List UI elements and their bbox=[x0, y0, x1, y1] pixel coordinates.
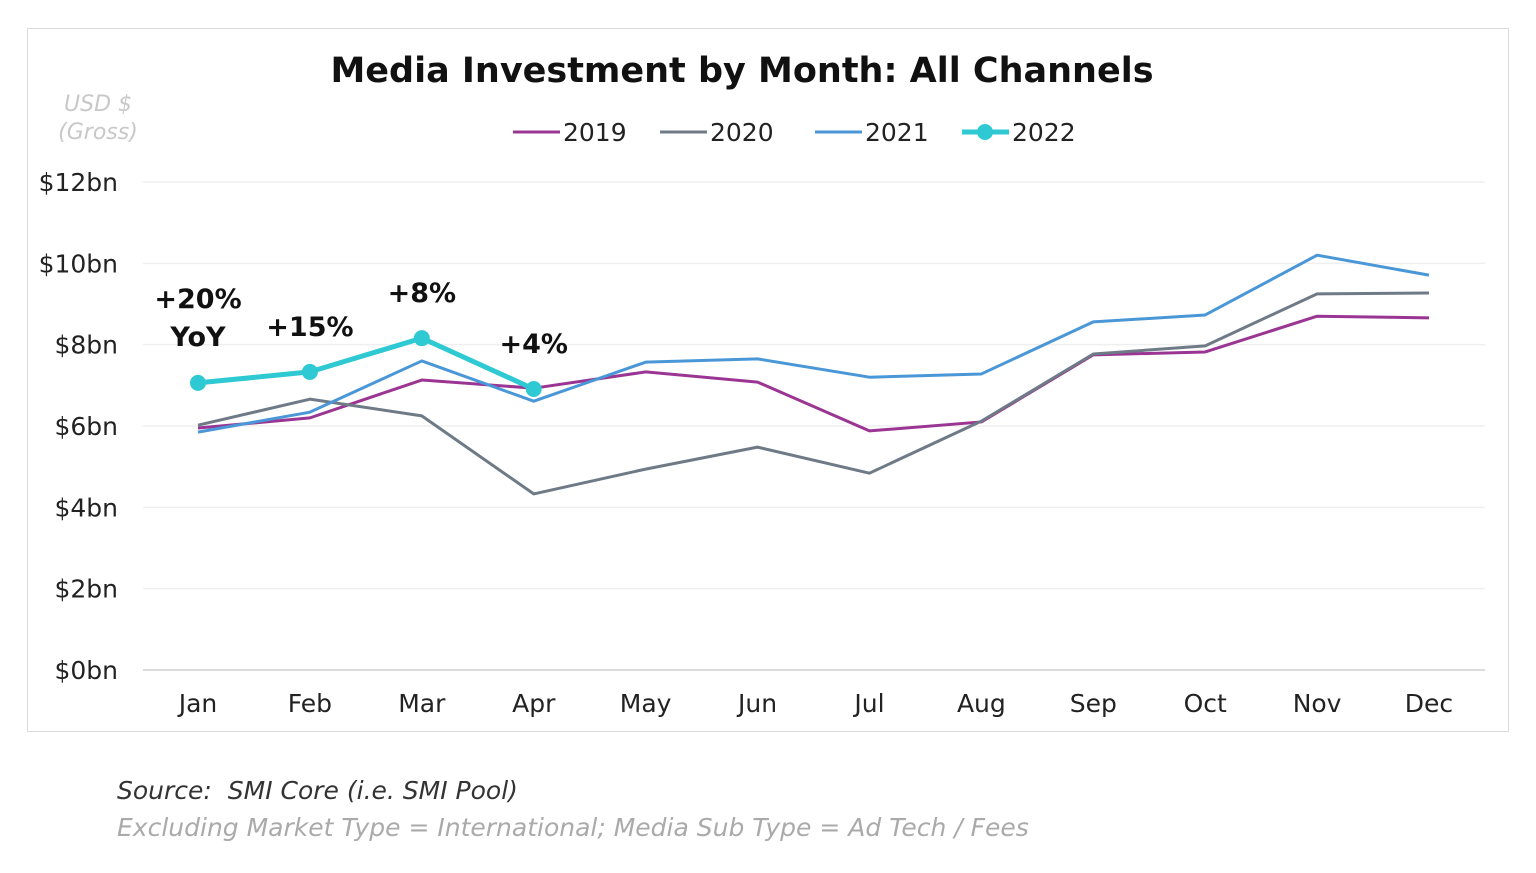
source-label: Source: bbox=[117, 776, 212, 805]
yoy-annotation: +15% bbox=[266, 312, 353, 343]
series-line-2019 bbox=[197, 314, 1430, 433]
data-point-2022-Jan bbox=[190, 374, 206, 391]
y-tick-label: $4bn bbox=[54, 493, 118, 522]
y-tick-label: $12bn bbox=[39, 168, 118, 197]
x-tick-label: Oct bbox=[1184, 689, 1227, 718]
legend-label-2020: 2020 bbox=[710, 118, 774, 147]
x-tick-label: Jul bbox=[852, 689, 884, 718]
x-tick-label: Dec bbox=[1405, 689, 1453, 718]
series-line-2021 bbox=[197, 253, 1430, 434]
y-axis-label: (Gross) bbox=[58, 120, 138, 145]
series-line-2020 bbox=[197, 291, 1430, 496]
x-tick-label: Jan bbox=[177, 689, 218, 718]
yoy-annotation: YoY bbox=[169, 322, 226, 353]
source-text: SMI Core (i.e. SMI Pool) bbox=[227, 776, 518, 805]
x-tick-label: Nov bbox=[1293, 689, 1342, 718]
x-tick-label: Sep bbox=[1070, 689, 1117, 718]
y-axis-label: USD $ bbox=[64, 92, 132, 117]
x-tick-label: Apr bbox=[512, 689, 556, 718]
series-line-2022 bbox=[197, 335, 535, 392]
y-tick-label: $0bn bbox=[54, 656, 118, 685]
x-tick-label: May bbox=[620, 689, 672, 718]
yoy-annotation: +20% bbox=[154, 284, 241, 315]
x-tick-label: Jun bbox=[736, 689, 777, 718]
legend-label-2021: 2021 bbox=[865, 118, 929, 147]
y-tick-label: $10bn bbox=[39, 249, 118, 278]
chart-title: Media Investment by Month: All Channels bbox=[330, 51, 1153, 91]
source-note: Excluding Market Type = International; M… bbox=[117, 813, 1029, 842]
yoy-annotation: +4% bbox=[499, 329, 567, 360]
legend-label-2019: 2019 bbox=[563, 118, 627, 147]
x-tick-label: Aug bbox=[957, 689, 1006, 718]
y-tick-label: $6bn bbox=[54, 412, 118, 441]
legend-label-2022: 2022 bbox=[1012, 118, 1076, 147]
x-tick-label: Feb bbox=[288, 689, 332, 718]
yoy-annotation: +8% bbox=[388, 278, 456, 309]
data-point-2022-Mar bbox=[413, 330, 430, 347]
source-line: Source: SMI Core (i.e. SMI Pool) bbox=[117, 776, 518, 805]
data-point-2022-Feb bbox=[301, 363, 318, 380]
y-tick-label: $2bn bbox=[54, 575, 118, 604]
y-tick-label: $8bn bbox=[54, 331, 118, 360]
legend-marker-2022 bbox=[977, 124, 993, 140]
data-point-2022-Apr bbox=[525, 380, 542, 397]
x-tick-label: Mar bbox=[398, 689, 446, 718]
chart-frame bbox=[27, 28, 1509, 732]
